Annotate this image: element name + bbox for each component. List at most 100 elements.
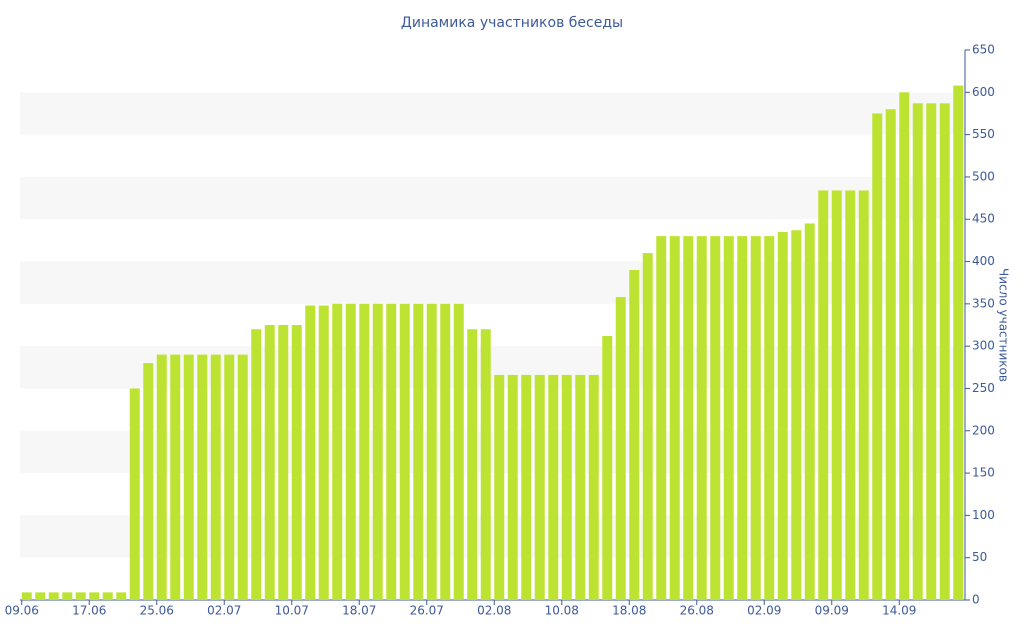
bar xyxy=(710,236,721,600)
x-tick-label: 18.08 xyxy=(612,604,646,618)
x-tick-label: 02.09 xyxy=(747,604,781,618)
bar xyxy=(953,85,964,601)
bar xyxy=(237,354,248,600)
y-tick-label: 200 xyxy=(972,423,995,437)
bar xyxy=(21,592,32,600)
bar xyxy=(845,190,856,600)
bar xyxy=(669,236,680,600)
y-tick-label: 650 xyxy=(972,43,995,57)
bar xyxy=(183,354,194,600)
bar xyxy=(197,354,208,600)
bar xyxy=(521,374,532,600)
bar xyxy=(48,592,59,600)
bar xyxy=(507,374,518,600)
y-tick-label: 600 xyxy=(972,85,995,99)
y-tick-label: 300 xyxy=(972,339,995,353)
y-tick-label: 0 xyxy=(972,593,980,607)
bar xyxy=(602,336,613,600)
bar xyxy=(777,231,788,600)
y-tick-label: 150 xyxy=(972,466,995,480)
bar xyxy=(305,305,316,600)
grid-band xyxy=(20,176,965,220)
x-tick-label: 09.06 xyxy=(5,604,39,618)
bar xyxy=(332,303,343,600)
bar xyxy=(723,236,734,600)
bar xyxy=(750,236,761,600)
bar xyxy=(251,329,262,600)
bar xyxy=(804,223,815,600)
y-axis-label: Число участников xyxy=(997,268,1011,382)
bar xyxy=(548,374,559,600)
x-tick-label: 18.07 xyxy=(342,604,376,618)
bar xyxy=(926,103,937,601)
bar xyxy=(35,592,46,600)
bar xyxy=(318,305,329,600)
bar xyxy=(764,236,775,600)
bar xyxy=(642,253,653,601)
bar xyxy=(116,592,127,600)
y-tick-label: 100 xyxy=(972,508,995,522)
bar xyxy=(939,103,950,601)
bar xyxy=(156,354,167,600)
x-tick-label: 09.09 xyxy=(815,604,849,618)
bar xyxy=(413,303,424,600)
bar xyxy=(737,236,748,600)
bar xyxy=(575,374,586,600)
bar xyxy=(386,303,397,600)
y-tick-label: 400 xyxy=(972,254,995,268)
x-tick-label: 26.07 xyxy=(410,604,444,618)
bar xyxy=(129,388,140,600)
bar xyxy=(858,190,869,600)
grid-band xyxy=(20,92,965,135)
y-tick-label: 550 xyxy=(972,127,995,141)
x-tick-label: 26.08 xyxy=(680,604,714,618)
x-tick-label: 10.08 xyxy=(545,604,579,618)
y-tick-label: 450 xyxy=(972,212,995,226)
bar xyxy=(818,190,829,600)
bar xyxy=(696,236,707,600)
bar xyxy=(480,329,491,600)
bar xyxy=(210,354,221,600)
bar xyxy=(75,592,86,600)
bar xyxy=(426,303,437,600)
bar xyxy=(102,592,113,600)
bar xyxy=(372,303,383,600)
bar xyxy=(872,113,883,600)
bar xyxy=(89,592,100,600)
x-tick-label: 02.07 xyxy=(207,604,241,618)
bar xyxy=(264,325,275,600)
bar xyxy=(791,230,802,600)
x-tick-label: 14.09 xyxy=(882,604,916,618)
bar xyxy=(359,303,370,600)
bar xyxy=(656,236,667,600)
bar xyxy=(534,374,545,600)
bar xyxy=(683,236,694,600)
bar xyxy=(170,354,181,600)
bar xyxy=(588,374,599,600)
bar xyxy=(615,297,626,600)
bar xyxy=(224,354,235,600)
x-tick-label: 02.08 xyxy=(477,604,511,618)
y-tick-label: 250 xyxy=(972,381,995,395)
y-tick-label: 50 xyxy=(972,550,987,564)
bar xyxy=(899,92,910,601)
x-tick-label: 17.06 xyxy=(72,604,106,618)
bar xyxy=(561,374,572,600)
bar xyxy=(885,109,896,600)
y-tick-label: 350 xyxy=(972,296,995,310)
bar xyxy=(467,329,478,600)
bar xyxy=(62,592,73,600)
bar xyxy=(278,325,289,600)
bar xyxy=(399,303,410,600)
bar xyxy=(629,270,640,600)
chart-title: Динамика участников беседы xyxy=(401,15,623,31)
x-tick-label: 10.07 xyxy=(275,604,309,618)
bar xyxy=(453,303,464,600)
bar xyxy=(831,190,842,600)
bar xyxy=(440,303,451,600)
x-tick-label: 25.06 xyxy=(140,604,174,618)
bar xyxy=(291,325,302,600)
bar xyxy=(143,363,154,600)
bar xyxy=(494,374,505,600)
